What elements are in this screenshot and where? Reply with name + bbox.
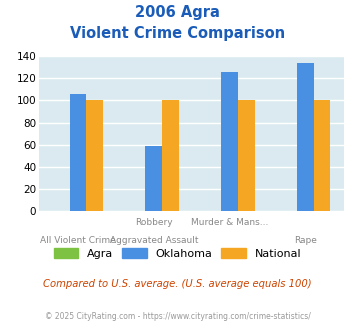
Text: © 2025 CityRating.com - https://www.cityrating.com/crime-statistics/: © 2025 CityRating.com - https://www.city… [45,312,310,321]
Text: Aggravated Assault: Aggravated Assault [110,236,198,245]
Legend: Agra, Oklahoma, National: Agra, Oklahoma, National [54,248,301,259]
Text: Compared to U.S. average. (U.S. average equals 100): Compared to U.S. average. (U.S. average … [43,279,312,289]
Text: 2006 Agra: 2006 Agra [135,5,220,20]
Bar [146,146,162,211]
Text: Robbery: Robbery [135,218,173,227]
Bar [162,100,179,211]
Bar [70,94,86,211]
Bar [221,72,238,211]
Text: Rape: Rape [294,236,317,245]
Bar [86,100,103,211]
Text: All Violent Crime: All Violent Crime [40,236,116,245]
Bar [297,63,314,211]
Bar [238,100,255,211]
Text: Violent Crime Comparison: Violent Crime Comparison [70,26,285,41]
Bar [314,100,331,211]
Text: Murder & Mans...: Murder & Mans... [191,218,268,227]
